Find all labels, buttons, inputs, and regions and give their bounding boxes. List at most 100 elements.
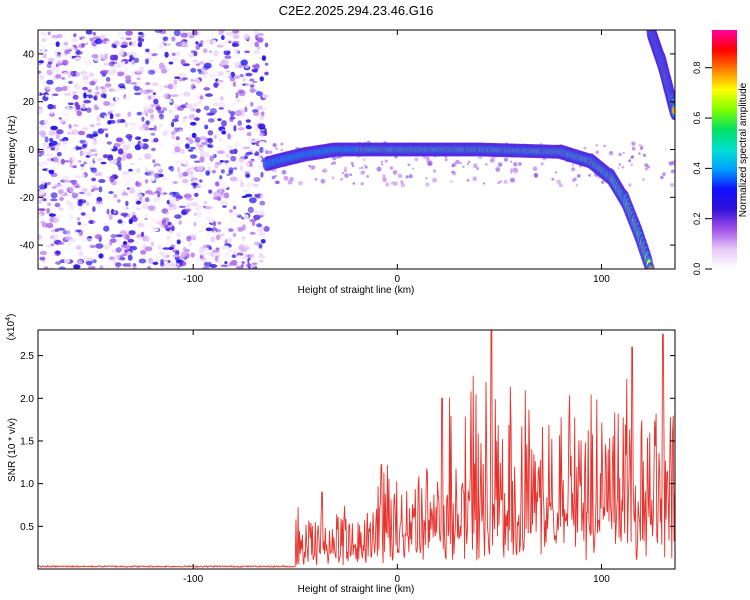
noise-blob — [126, 64, 132, 70]
noise-blob — [60, 38, 69, 43]
noise-blob — [80, 107, 88, 112]
noise-blob — [144, 197, 150, 203]
noise-blob — [39, 31, 47, 36]
noise-blob — [220, 169, 225, 174]
noise-blob — [88, 72, 95, 78]
noise-blob — [116, 238, 120, 244]
noise-blob — [104, 265, 113, 269]
noise-blob — [245, 124, 252, 130]
noise-blob — [46, 208, 50, 214]
noise-blob — [182, 117, 186, 123]
noise-dot — [411, 167, 414, 170]
noise-blob — [235, 92, 239, 99]
noise-blob — [72, 227, 76, 232]
noise-blob — [70, 38, 79, 42]
noise-dot — [389, 166, 394, 170]
noise-blob — [64, 236, 73, 241]
noise-blob — [121, 61, 126, 68]
noise-blob — [220, 96, 224, 101]
noise-dot — [495, 167, 501, 172]
noise-blob — [234, 213, 240, 217]
noise-dot — [588, 174, 591, 177]
noise-blob — [38, 216, 44, 219]
noise-blob — [242, 214, 249, 219]
noise-blob — [83, 99, 91, 104]
noise-dot — [660, 175, 664, 180]
snr-multiplier-exp: 4 — [5, 317, 12, 321]
noise-blob — [183, 247, 187, 252]
noise-dot — [631, 155, 635, 158]
snr-series-line — [38, 330, 675, 569]
noise-blob — [168, 246, 174, 251]
noise-blob — [203, 105, 210, 111]
noise-dot — [638, 152, 641, 155]
noise-blob — [217, 84, 225, 91]
noise-blob — [174, 214, 182, 220]
noise-blob — [242, 252, 249, 258]
noise-blob — [68, 80, 73, 85]
noise-blob — [229, 77, 236, 82]
noise-blob — [200, 40, 204, 44]
noise-blob — [81, 38, 89, 44]
noise-blob — [38, 143, 42, 146]
noise-dot — [450, 180, 453, 183]
noise-blob — [113, 258, 117, 265]
y-tick-label: -40 — [20, 241, 35, 252]
noise-blob — [84, 212, 92, 219]
noise-blob — [249, 140, 258, 143]
noise-dot — [558, 183, 563, 188]
noise-dot — [518, 162, 522, 166]
noise-blob — [218, 188, 223, 195]
noise-blob — [233, 187, 237, 194]
noise-blob — [251, 220, 256, 227]
noise-blob — [222, 205, 227, 208]
noise-dot — [268, 150, 273, 154]
noise-blob — [80, 223, 88, 227]
noise-blob — [258, 210, 265, 216]
x-tick-label: 100 — [593, 274, 610, 285]
noise-blob — [59, 134, 64, 140]
colorbar-tick-label: 0.4 — [692, 162, 702, 175]
noise-blob — [233, 125, 237, 132]
noise-blob — [38, 263, 42, 267]
noise-dot — [380, 163, 384, 166]
noise-dot — [669, 182, 675, 188]
noise-blob — [198, 61, 205, 65]
noise-blob — [139, 142, 144, 148]
noise-blob — [154, 254, 159, 260]
noise-blob — [249, 197, 257, 204]
noise-blob — [64, 49, 71, 55]
noise-blob — [204, 124, 209, 130]
noise-dot — [455, 159, 460, 164]
noise-blob — [80, 212, 86, 216]
noise-blob — [67, 45, 75, 51]
noise-blob — [85, 192, 93, 197]
noise-blob — [259, 115, 264, 120]
noise-blob — [236, 98, 240, 103]
noise-blob — [86, 237, 90, 242]
noise-blob — [157, 245, 162, 250]
noise-blob — [220, 233, 225, 236]
noise-blob — [131, 216, 138, 222]
noise-blob — [109, 241, 113, 246]
noise-blob — [241, 156, 245, 161]
noise-blob — [152, 95, 156, 99]
noise-blob — [246, 112, 253, 118]
noise-blob — [76, 110, 83, 117]
noise-blob — [136, 111, 143, 116]
noise-dot — [432, 169, 437, 173]
noise-blob — [217, 221, 222, 225]
noise-dot — [320, 178, 326, 184]
noise-dot — [583, 146, 587, 150]
noise-blob — [76, 244, 82, 249]
noise-blob — [259, 76, 264, 82]
ridge-core — [672, 106, 675, 115]
noise-blob — [92, 250, 97, 256]
noise-blob — [195, 41, 199, 45]
noise-blob — [153, 125, 157, 132]
noise-blob — [99, 265, 104, 269]
noise-blob — [48, 130, 56, 136]
noise-blob — [195, 108, 201, 113]
noise-blob — [168, 61, 174, 65]
noise-blob — [244, 94, 252, 98]
